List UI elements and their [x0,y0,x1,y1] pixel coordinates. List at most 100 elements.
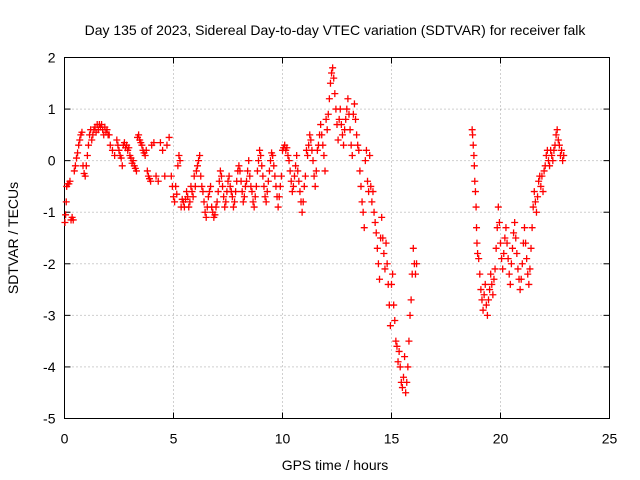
data-point [364,177,372,185]
data-point [489,291,497,299]
data-point [292,162,300,170]
data-point [406,311,414,319]
data-point [494,203,502,211]
data-point [388,280,395,288]
data-point [239,198,247,206]
data-point [252,182,260,190]
data-point [171,198,179,206]
data-point [393,342,401,350]
data-point [201,208,209,216]
data-point [135,131,143,139]
data-point [259,172,267,180]
data-point [105,131,113,139]
data-point [320,151,328,159]
data-point [554,136,562,144]
data-point [267,157,275,165]
data-point [366,151,374,159]
data-point [290,172,298,180]
data-point [395,347,403,355]
chart-title: Day 135 of 2023, Sidereal Day-to-day VTE… [85,22,587,38]
data-point [295,177,303,185]
data-point [560,151,568,159]
data-point [82,162,90,170]
data-point [381,265,389,273]
data-point [72,154,80,162]
data-point [221,203,229,211]
data-point [71,162,79,170]
data-point [378,213,386,221]
data-point [161,172,169,180]
data-point [413,260,421,268]
data-point [481,280,489,288]
data-point [188,188,196,196]
data-point [250,203,258,211]
data-point [191,182,199,190]
x-tick-label: 20 [493,431,509,447]
data-point [243,177,251,185]
data-point [346,126,354,134]
data-point [156,139,164,147]
data-point [469,141,477,149]
x-tick-label: 0 [61,431,69,447]
data-point [391,317,399,325]
data-point [392,337,400,345]
data-point [538,172,546,180]
data-point [550,146,558,154]
data-point [226,182,234,190]
data-point [61,219,69,227]
data-point [283,144,291,152]
data-point [330,74,338,82]
data-point [232,188,240,196]
data-point [396,363,404,371]
data-point [498,255,506,263]
data-point [317,121,325,129]
data-point [390,301,398,309]
data-point [407,296,415,304]
data-point [529,203,537,211]
data-point [307,136,315,144]
data-point [167,172,175,180]
data-point [129,157,137,165]
y-tick-label: 1 [48,101,56,117]
data-point [125,144,133,152]
data-point [340,141,348,149]
data-point [480,291,488,299]
data-point [501,234,509,242]
data-point [198,182,206,190]
data-point [535,177,543,185]
data-point [497,239,504,247]
data-point [356,167,364,175]
data-point [528,224,536,232]
data-point [537,182,545,190]
data-point [525,280,533,288]
data-point [207,182,215,190]
data-point [287,177,295,185]
y-tick-label: -3 [43,307,56,323]
data-point [147,177,155,185]
y-tick-label: 2 [48,50,56,66]
y-axis-label: SDTVAR / TECUs [5,182,21,294]
data-point [506,280,514,288]
data-point [193,162,201,170]
data-point [490,275,498,283]
data-point [138,141,146,149]
data-point [471,188,479,196]
data-point [548,151,556,159]
data-point [503,239,511,247]
data-point [555,141,563,149]
data-point [520,224,528,232]
data-point [552,131,560,139]
data-point [244,167,252,175]
data-point [510,229,518,237]
data-point [257,151,265,159]
data-point [526,265,534,273]
data-point [559,157,567,165]
data-point [491,265,499,273]
data-point [369,188,377,196]
data-point [296,188,304,196]
data-point [88,136,96,144]
data-point [255,157,263,165]
data-point [298,208,306,216]
data-point [284,151,292,159]
data-point [275,193,283,201]
